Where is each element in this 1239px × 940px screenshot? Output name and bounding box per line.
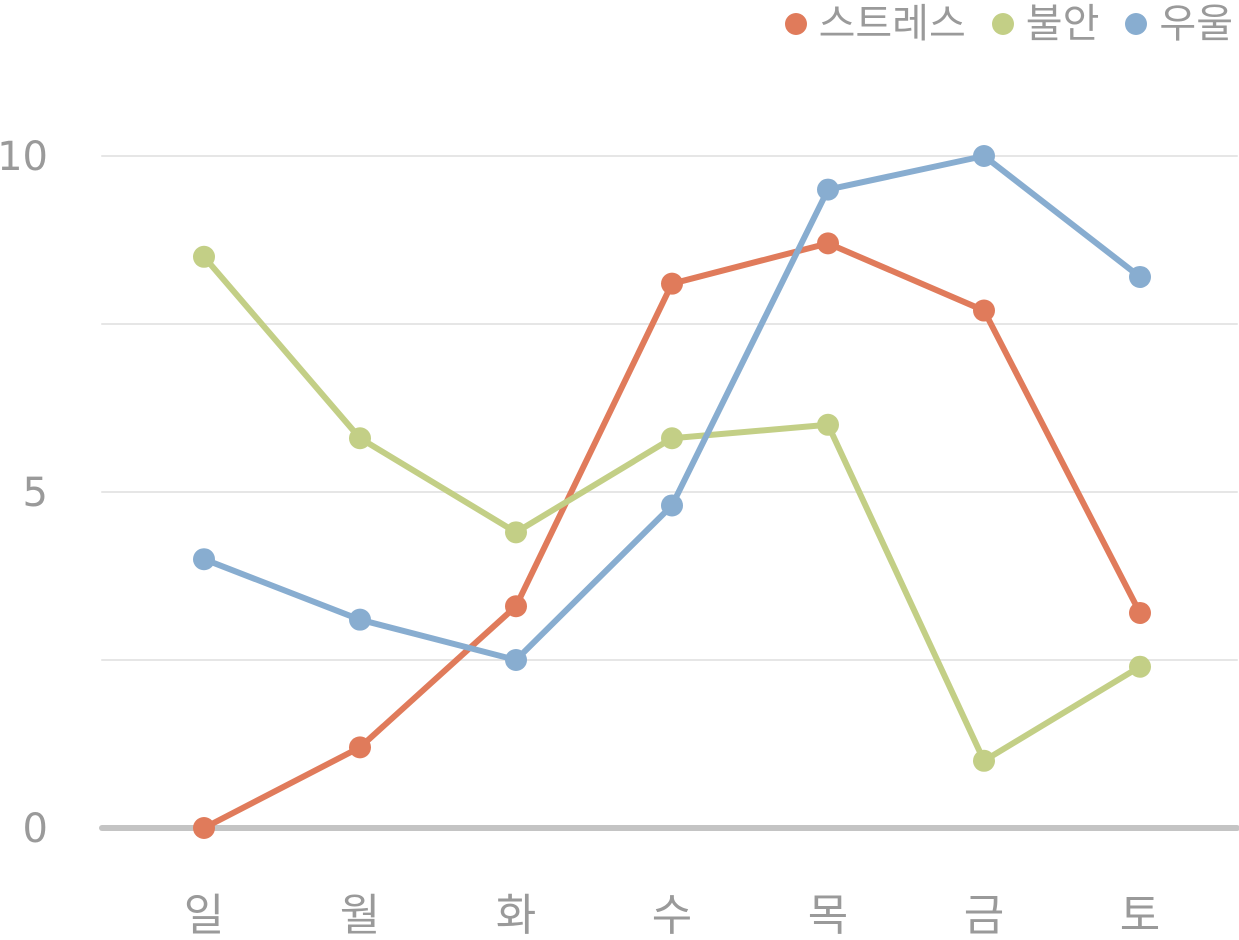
y-tick-label: 10 — [0, 134, 48, 180]
data-point-anxiety — [349, 427, 371, 449]
y-tick-label: 0 — [23, 806, 48, 852]
data-point-depression — [817, 179, 839, 201]
x-tick-label: 목 — [808, 890, 848, 940]
grid-layer — [102, 156, 1237, 828]
x-tick-label: 일 — [184, 890, 224, 940]
data-point-depression — [349, 609, 371, 631]
data-point-stress — [817, 232, 839, 254]
data-point-depression — [973, 145, 995, 167]
data-point-stress — [349, 736, 371, 758]
data-point-stress — [193, 817, 215, 839]
x-tick-label: 금 — [964, 890, 1004, 940]
x-tick-label: 토 — [1120, 890, 1160, 940]
data-point-anxiety — [817, 414, 839, 436]
data-point-anxiety — [661, 427, 683, 449]
data-point-stress — [505, 595, 527, 617]
data-point-anxiety — [1129, 656, 1151, 678]
series-line-depression — [204, 156, 1140, 660]
x-tick-label: 월 — [340, 890, 380, 940]
series-line-stress — [204, 243, 1140, 828]
y-axis-ticks: 0 5 10 — [0, 134, 48, 852]
x-tick-label: 화 — [496, 890, 536, 940]
data-point-depression — [661, 494, 683, 516]
data-point-stress — [661, 273, 683, 295]
data-point-anxiety — [505, 521, 527, 543]
data-point-anxiety — [193, 246, 215, 268]
data-point-depression — [193, 548, 215, 570]
y-tick-label: 5 — [23, 470, 48, 516]
data-point-depression — [505, 649, 527, 671]
data-point-stress — [973, 300, 995, 322]
x-tick-label: 수 — [652, 890, 692, 940]
data-point-anxiety — [973, 750, 995, 772]
data-point-stress — [1129, 602, 1151, 624]
data-point-depression — [1129, 266, 1151, 288]
